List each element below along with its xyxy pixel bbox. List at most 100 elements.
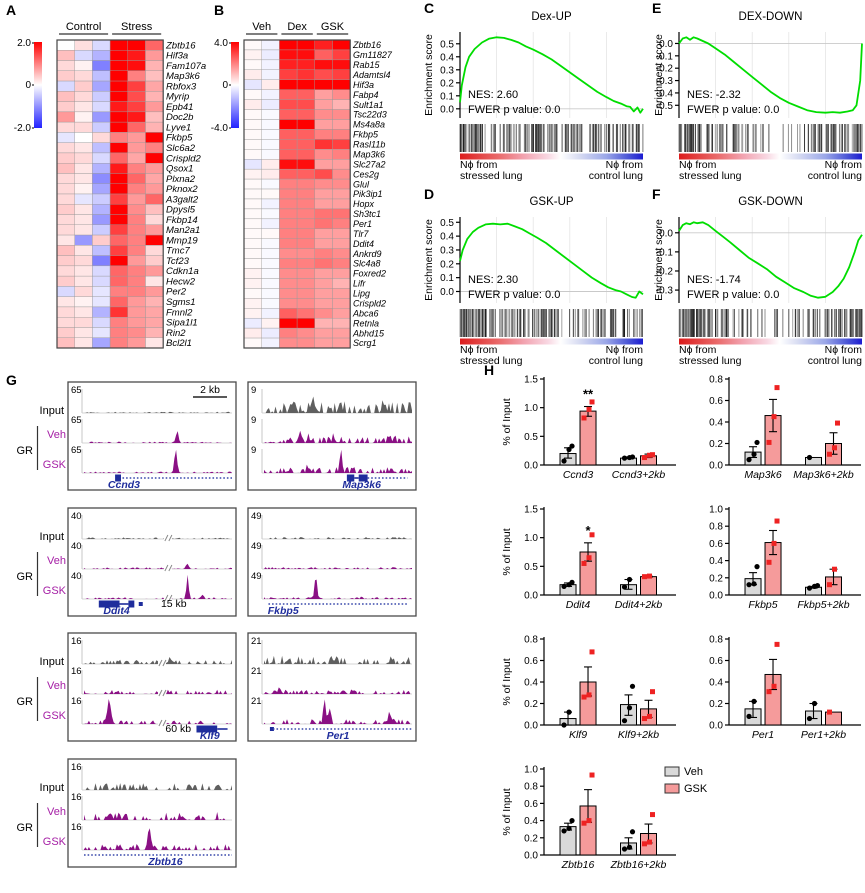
svg-text:Ankrd9: Ankrd9 [352,249,382,259]
svg-text:1.0: 1.0 [524,533,538,544]
panel-f-label: F [652,186,661,202]
svg-text:65: 65 [71,445,82,456]
svg-text:1.0: 1.0 [709,505,723,516]
svg-text:Man2a1: Man2a1 [166,225,200,236]
svg-text:FWER p value: 0.0: FWER p value: 0.0 [468,289,560,301]
svg-text:% of Input: % of Input [501,658,513,705]
svg-text:0: 0 [25,80,31,91]
svg-text:Fkbp5: Fkbp5 [268,605,299,617]
svg-text:Ccnd3+2kb: Ccnd3+2kb [612,469,666,481]
svg-text:Map3k6: Map3k6 [353,149,385,159]
svg-text:Hecw2: Hecw2 [166,276,196,287]
svg-text:Cdkn1a: Cdkn1a [166,266,199,277]
svg-text:0.4: 0.4 [709,556,723,567]
svg-text:control lung: control lung [808,170,862,182]
svg-text:1.5: 1.5 [524,505,538,516]
svg-text:0.5: 0.5 [524,432,538,443]
svg-text:65: 65 [71,385,82,396]
panel-b-heatmap-veh-dex-gsk: 4.0 0 -4.0 Veh Dex GSK Zbtb16 Gm11827 Rab15 Adamt… [210,0,425,370]
svg-text:16: 16 [71,792,82,803]
svg-text:Sipa1l1: Sipa1l1 [166,318,198,329]
svg-text:0.0: 0.0 [524,591,538,602]
svg-text:-2.0: -2.0 [14,123,32,134]
gsea-canvas-d: GSK-UP 0.5 0.4 0.3 0.2 0.1 0.0 Enrichment score… [423,196,644,367]
panel-g-genome-browser-tracks: Input GR Veh GSK 65 65 65 Ccnd3 2 kb 9 9 9 Map3k6 Inp… [0,370,480,893]
svg-text:65: 65 [71,415,82,426]
svg-text:Map3k6+2kb: Map3k6+2kb [793,469,854,481]
svg-text:Ddit4: Ddit4 [353,239,374,249]
svg-text:Lifr: Lifr [353,279,367,289]
svg-text:Ces2g: Ces2g [353,169,379,179]
svg-text:16: 16 [71,666,82,677]
svg-text:60 kb: 60 kb [165,723,191,735]
svg-text:GR: GR [17,822,34,834]
svg-text:GSK: GSK [321,21,345,33]
svg-text:Fmnl2: Fmnl2 [166,307,193,318]
svg-text:0.4: 0.4 [709,678,723,689]
svg-text:Hif3a: Hif3a [166,51,188,62]
svg-text:Rbfox3: Rbfox3 [166,81,197,92]
svg-text:A3galt2: A3galt2 [165,194,199,205]
svg-text:0.5: 0.5 [440,39,454,50]
svg-text:control lung: control lung [808,355,862,367]
svg-text:0.2: 0.2 [440,259,454,270]
panel-g-label: G [6,372,17,388]
panel-c-gsea-dex-up: Dex-UP 0.5 0.4 0.3 0.2 0.1 0.0 Enrichment score… [420,0,650,185]
svg-text:Dex-UP: Dex-UP [531,11,572,23]
svg-text:FWER p value: 0.0: FWER p value: 0.0 [687,289,779,301]
svg-text:Fam107a: Fam107a [166,61,206,72]
svg-text:Ccnd3: Ccnd3 [563,469,594,481]
panel-b-label: B [214,2,225,18]
svg-text:Veh: Veh [684,766,703,778]
svg-text:NES: 2.60: NES: 2.60 [468,89,518,101]
svg-text:0.6: 0.6 [709,539,723,550]
svg-text:0.8: 0.8 [524,635,538,646]
svg-text:0: 0 [222,80,228,91]
svg-text:Slc4a8: Slc4a8 [353,259,381,269]
svg-text:2.0: 2.0 [17,38,31,49]
svg-text:-0.5: -0.5 [656,101,674,112]
svg-text:% of Input: % of Input [501,528,513,575]
svg-text:Scrg1: Scrg1 [353,338,377,348]
legend-swatch-gsk [664,783,680,794]
svg-text:0.3: 0.3 [440,245,454,256]
svg-text:0.0: 0.0 [524,721,538,732]
svg-text:Rin2: Rin2 [166,328,186,339]
svg-text:0.1: 0.1 [440,273,454,284]
svg-text:Rab15: Rab15 [353,60,381,70]
svg-text:0.4: 0.4 [524,816,538,827]
svg-text:**: ** [583,387,594,402]
svg-text:0.6: 0.6 [524,656,538,667]
panel-h-label: H [484,362,495,378]
svg-text:0.5: 0.5 [524,562,538,573]
svg-text:0.8: 0.8 [524,782,538,793]
legend-swatch-veh [664,766,680,777]
svg-text:21: 21 [251,696,262,707]
svg-text:Tsc22d3: Tsc22d3 [353,110,387,120]
svg-text:-0.4: -0.4 [656,88,674,99]
svg-text:Enrichment score: Enrichment score [423,34,435,116]
svg-text:Crispld2: Crispld2 [166,153,202,164]
svg-text:-0.2: -0.2 [656,64,674,75]
svg-text:GSK: GSK [43,585,67,597]
svg-text:% of Input: % of Input [501,398,513,445]
svg-text:Adamtsl4: Adamtsl4 [352,70,391,80]
svg-text:Enrichment score: Enrichment score [423,219,435,301]
svg-text:Slc27a2: Slc27a2 [353,159,386,169]
svg-text:-4.0: -4.0 [211,123,229,134]
svg-text:Nϕ from: Nϕ from [606,159,644,171]
svg-text:Zbtb16: Zbtb16 [147,856,183,868]
svg-text:*: * [585,523,591,538]
svg-text:Veh: Veh [47,429,66,441]
svg-text:Abca6: Abca6 [352,308,379,318]
svg-text:Veh: Veh [47,806,66,818]
svg-text:0.6: 0.6 [524,799,538,810]
svg-text:Dex: Dex [287,21,307,33]
svg-text:Input: Input [40,782,64,794]
svg-text:Hopx: Hopx [353,199,375,209]
svg-text:Veh: Veh [47,555,66,567]
svg-text:Nϕ from: Nϕ from [679,159,717,171]
